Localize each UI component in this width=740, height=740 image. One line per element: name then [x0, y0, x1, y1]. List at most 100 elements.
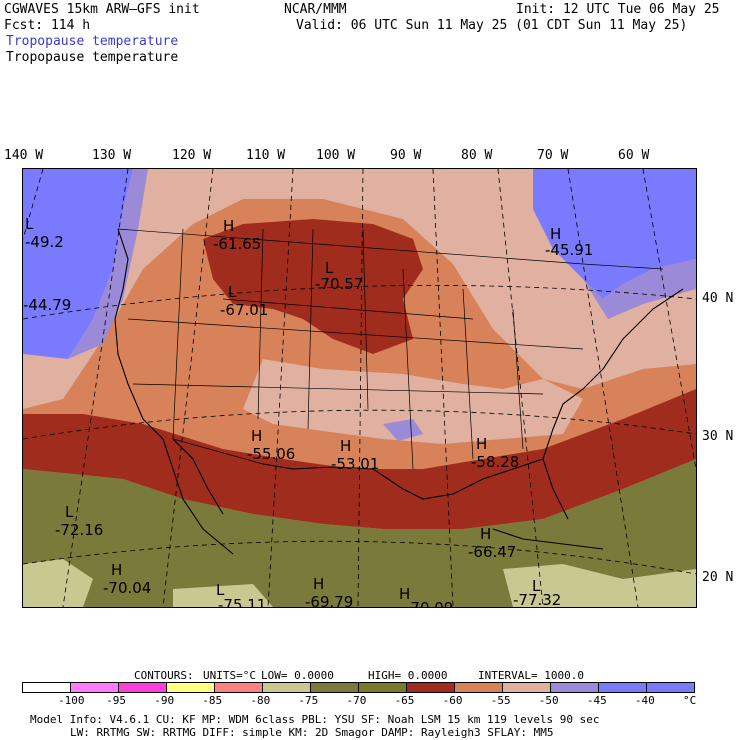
- high-label: HIGH= 0.0000: [368, 669, 448, 682]
- colorbar-swatch: [23, 683, 70, 692]
- colorbar-swatch: [646, 683, 694, 692]
- colorbar-swatch: [214, 683, 262, 692]
- extrema-value: -77.32: [513, 591, 561, 608]
- shading-blue-northeast: [533, 169, 696, 299]
- shading-light-pink: [23, 169, 696, 409]
- colorbar-tick-label: -65: [394, 694, 415, 707]
- model-info-line1: Model Info: V4.6.1 CU: KF MP: WDM 6class…: [30, 713, 600, 726]
- lon-label: 60 W: [618, 148, 650, 163]
- shading-khaki-se: [503, 564, 696, 607]
- extrema-value: -61.65: [213, 235, 261, 253]
- colorbar-swatch: [358, 683, 406, 692]
- init-time: Init: 12 UTC Tue 06 May 25: [516, 2, 720, 17]
- extrema-marker: H: [399, 585, 410, 603]
- lat-label: 40 N: [702, 291, 734, 306]
- org-label: NCAR/MMM: [284, 2, 347, 17]
- extrema-value: -75.11: [218, 596, 266, 608]
- lat-label: 20 N: [702, 570, 734, 585]
- interval-label: INTERVAL= 1000.0: [478, 669, 584, 682]
- extrema-marker: L: [25, 215, 34, 233]
- lon-label: 110 W: [246, 148, 286, 163]
- extrema-value: -70.09: [405, 599, 453, 608]
- extrema-value: -55.06: [247, 445, 295, 463]
- extrema-marker: L: [216, 581, 225, 599]
- colorbar-swatch: [598, 683, 646, 692]
- colorbar: [22, 682, 695, 693]
- coastline: [114, 228, 684, 555]
- extrema-marker: H: [313, 575, 324, 593]
- shading-dark-red-north: [203, 219, 423, 354]
- extrema-marker: H: [340, 437, 351, 455]
- extrema-marker: L: [65, 503, 74, 521]
- colorbar-tick-label: -70: [346, 694, 367, 707]
- lon-label: 80 W: [461, 148, 493, 163]
- extrema-value: -58.28: [471, 453, 519, 471]
- colorbar-swatch: [118, 683, 166, 692]
- shading-lavender-west: [68, 169, 148, 359]
- shading-lavender-patch: [383, 419, 423, 441]
- extrema-labels: L -49.2 -44.79 H -61.65 L -70.57 L -67.0…: [23, 215, 593, 608]
- lon-label: 140 W: [4, 148, 44, 163]
- extrema-marker: H: [251, 427, 262, 445]
- lon-label: 130 W: [92, 148, 132, 163]
- colorbar-swatch: [70, 683, 118, 692]
- colorbar-swatch: [166, 683, 214, 692]
- model-title: CGWAVES 15km ARW–GFS init: [4, 2, 200, 17]
- extrema-marker: L: [532, 577, 541, 595]
- field-title-blue: Tropopause temperature: [6, 34, 179, 49]
- extrema-marker: H: [550, 225, 561, 243]
- extrema-marker: L: [228, 283, 237, 301]
- forecast-hour: Fcst: 114 h: [4, 18, 91, 33]
- colorbar-swatch: [406, 683, 454, 692]
- shading-khaki-south: [173, 584, 273, 607]
- colorbar-tick-label: -85: [202, 694, 223, 707]
- shading-khaki-sw: [23, 559, 93, 607]
- lon-label: 70 W: [537, 148, 569, 163]
- colorbar-swatch: [454, 683, 502, 692]
- shading-blue-west: [23, 169, 133, 359]
- extrema-value: -44.79: [23, 296, 71, 314]
- extrema-value: -70.57: [315, 275, 363, 293]
- colorbar-tick-label: -75: [298, 694, 319, 707]
- field-title: Tropopause temperature: [6, 50, 179, 65]
- extrema-value: -67.01: [220, 301, 268, 319]
- colorbar-tick-label: °C: [683, 694, 697, 707]
- colorbar-swatch: [550, 683, 598, 692]
- extrema-value: -69.79: [305, 593, 353, 608]
- extrema-marker: H: [480, 525, 491, 543]
- shading-dark-red-south: [23, 389, 696, 529]
- model-info-line2: LW: RRTMG SW: RRTMG DIFF: simple KM: 2D …: [70, 726, 554, 739]
- latlon-grid: [23, 169, 696, 607]
- state-borders: [117, 228, 664, 470]
- lon-label: 100 W: [316, 148, 356, 163]
- units-label: UNITS=°C: [203, 669, 256, 682]
- colorbar-tick-label: -40: [634, 694, 655, 707]
- colorbar-swatch: [502, 683, 550, 692]
- colorbar-tick-label: -50: [538, 694, 559, 707]
- extrema-value: -70.04: [103, 579, 151, 597]
- low-label: LOW= 0.0000: [261, 669, 334, 682]
- valid-time: Valid: 06 UTC Sun 11 May 25 (01 CDT Sun …: [296, 18, 688, 33]
- lon-label: 120 W: [172, 148, 212, 163]
- colorbar-tick-label: -80: [250, 694, 271, 707]
- lon-label: 90 W: [390, 148, 422, 163]
- tropopause-temperature-map: L -49.2 -44.79 H -61.65 L -70.57 L -67.0…: [22, 168, 697, 608]
- colorbar-tick-label: -45: [586, 694, 607, 707]
- colorbar-tick-label: -60: [442, 694, 463, 707]
- shading-lavender-northeast: [583, 259, 696, 319]
- colorbar-tick-label: -100: [58, 694, 85, 707]
- extrema-value: -66.47: [468, 543, 516, 561]
- extrema-marker: H: [476, 435, 487, 453]
- extrema-marker: H: [223, 217, 234, 235]
- extrema-value: -72.16: [55, 521, 103, 539]
- extrema-value: -45.91: [545, 241, 593, 259]
- shading-light-pink-central: [243, 359, 583, 444]
- extrema-value: -49.2: [25, 233, 64, 251]
- colorbar-swatch: [262, 683, 310, 692]
- extrema-marker: L: [325, 259, 334, 277]
- colorbar-tick-label: -90: [154, 694, 175, 707]
- extrema-value: -53.01: [331, 455, 379, 473]
- lat-label: 30 N: [702, 429, 734, 444]
- contours-label: CONTOURS:: [134, 669, 194, 682]
- colorbar-tick-label: -55: [490, 694, 511, 707]
